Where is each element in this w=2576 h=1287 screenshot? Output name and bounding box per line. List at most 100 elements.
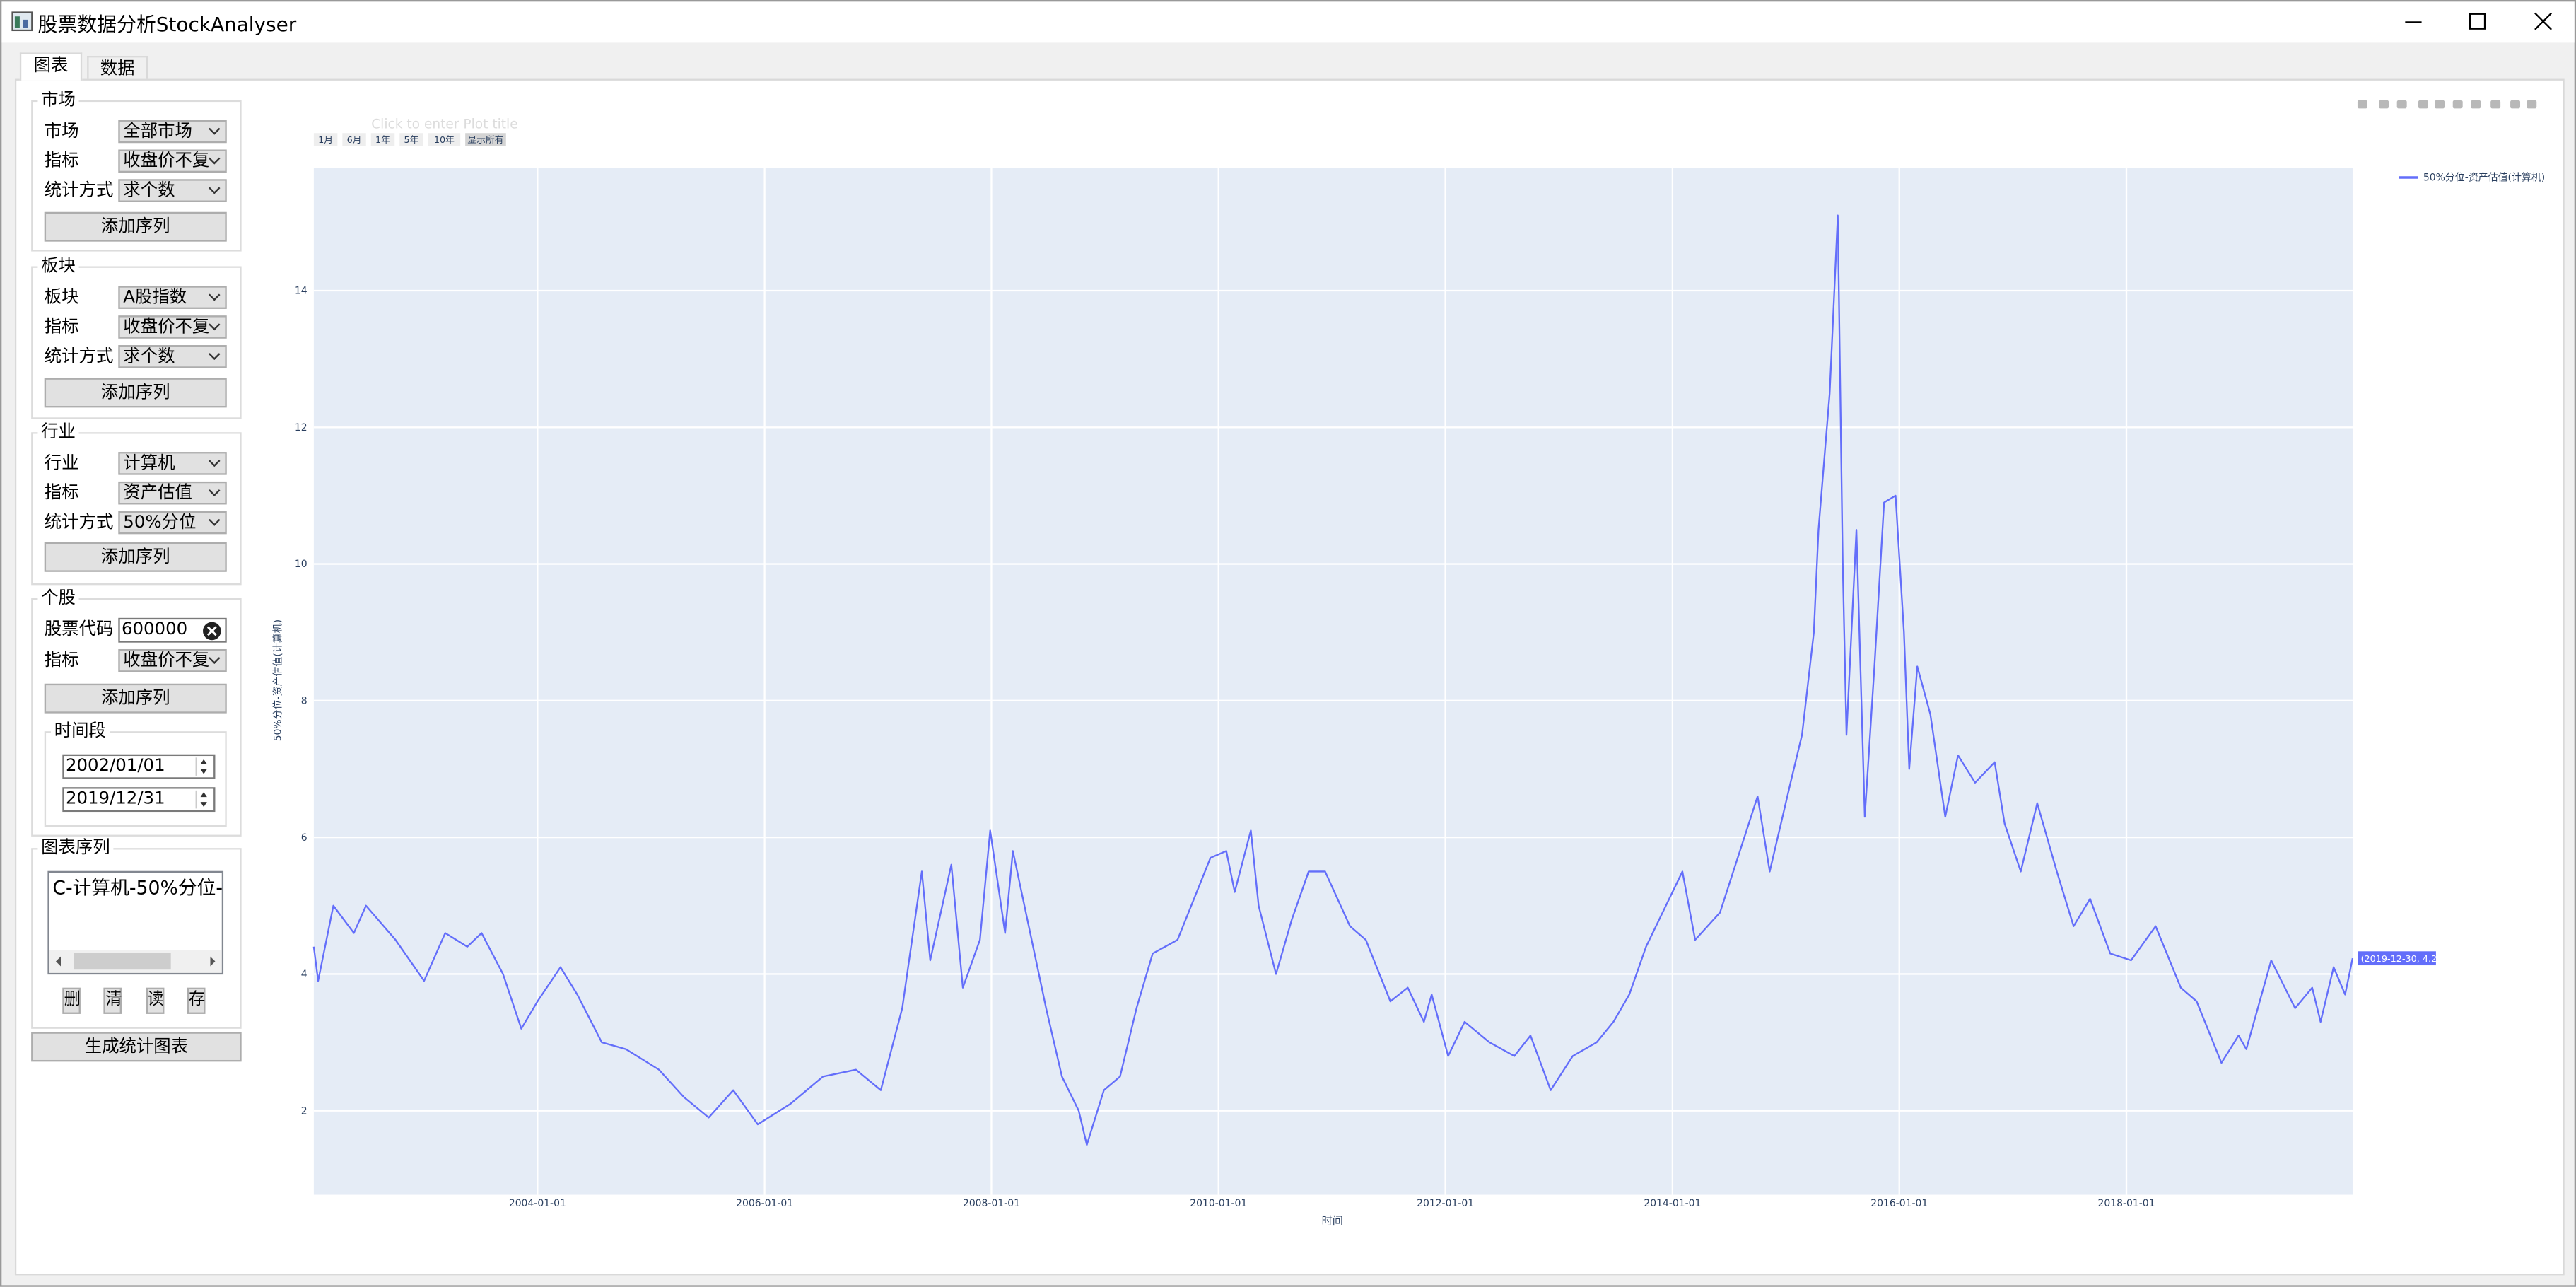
group-box <box>31 100 242 252</box>
spin-buttons[interactable] <box>195 757 212 776</box>
range-button-label[interactable]: 显示所有 <box>467 135 503 146</box>
date-edit[interactable]: 2019/12/31 <box>62 787 216 813</box>
modebar-icon[interactable] <box>2452 100 2463 109</box>
group-box <box>31 848 242 1029</box>
group-title: 个股 <box>37 588 79 608</box>
chart-title[interactable]: Click to enter Plot title <box>371 117 517 132</box>
dropdown-arrow <box>209 455 221 467</box>
y-tick-label: 8 <box>301 695 308 706</box>
x-tick-label: 2004-01-01 <box>509 1198 566 1209</box>
modebar-icon[interactable] <box>2510 100 2521 109</box>
field-label: 指标 <box>44 151 79 171</box>
field-label: 统计方式 <box>44 346 114 367</box>
add-series-button[interactable]: 添加序列 <box>44 211 227 242</box>
x-tick-label: 2012-01-01 <box>1417 1198 1474 1209</box>
group-title: 图表序列 <box>37 838 114 858</box>
hover-label: (2019-12-30, 4.23) <box>2361 954 2447 965</box>
range-button[interactable] <box>370 133 395 146</box>
data-line <box>312 214 2354 1146</box>
field-label: 股票代码 <box>44 619 114 640</box>
tab[interactable]: 图表 <box>19 52 83 81</box>
x-tick-label: 2014-01-01 <box>1644 1198 1701 1209</box>
legend-label[interactable]: 50%分位-资产估值(计算机) <box>2423 173 2545 184</box>
window-title: 股票数据分析StockAnalyser <box>37 13 297 37</box>
combo-box[interactable]: 资产估值 <box>118 481 227 505</box>
group-box <box>44 731 227 827</box>
modebar-icon[interactable] <box>2490 100 2501 109</box>
field-label: 行业 <box>44 453 79 474</box>
modebar-icon[interactable] <box>2379 100 2389 109</box>
series-list[interactable]: C-计算机-50%分位-资 <box>47 870 224 975</box>
range-button-label[interactable]: 6月 <box>347 135 362 146</box>
combo-box[interactable]: 收盘价不复 <box>118 149 227 173</box>
x-tick-label: 2010-01-01 <box>1190 1198 1247 1209</box>
modebar-icon[interactable] <box>2471 100 2481 109</box>
dropdown-arrow <box>209 153 221 165</box>
dropdown-arrow <box>209 289 221 301</box>
list-action-button[interactable]: 存 <box>187 987 206 1014</box>
dropdown-arrow <box>209 348 221 361</box>
field-label: 统计方式 <box>44 513 114 532</box>
y-tick-label: 10 <box>295 559 308 570</box>
combo-box[interactable]: 求个数 <box>118 179 227 202</box>
combo-box[interactable]: 求个数 <box>118 345 227 368</box>
dropdown-arrow <box>209 182 221 194</box>
x-tick-label: 2008-01-01 <box>963 1198 1020 1209</box>
combo-box[interactable]: 计算机 <box>118 452 227 475</box>
title-bar <box>1 1 2575 43</box>
dropdown-arrow <box>209 652 221 664</box>
plot-area <box>313 168 2353 1195</box>
y-axis-label: 50%分位-资产估值(计算机) <box>272 619 283 741</box>
group-title: 板块 <box>37 256 79 276</box>
range-button[interactable] <box>428 133 461 146</box>
range-button[interactable] <box>399 133 423 146</box>
list-action-button[interactable]: 读 <box>145 987 164 1014</box>
field-label: 市场 <box>44 121 79 141</box>
add-series-button[interactable]: 添加序列 <box>44 683 227 714</box>
y-tick-label: 4 <box>301 969 308 980</box>
group-title: 行业 <box>37 422 79 443</box>
generate-chart-button[interactable]: 生成统计图表 <box>31 1032 242 1062</box>
y-tick-label: 6 <box>301 832 308 844</box>
group-box <box>31 432 242 586</box>
dropdown-arrow <box>209 484 221 496</box>
range-button-label[interactable]: 1年 <box>375 135 390 146</box>
y-tick-label: 2 <box>301 1105 308 1117</box>
modebar-icon[interactable] <box>2435 100 2445 109</box>
list-action-button[interactable]: 清 <box>104 987 122 1014</box>
modebar-icon[interactable] <box>2396 100 2407 109</box>
range-button-label[interactable]: 5年 <box>404 135 418 146</box>
horizontal-scrollbar[interactable] <box>49 950 222 973</box>
range-button[interactable] <box>342 133 366 146</box>
series-item[interactable]: C-计算机-50%分位-资 <box>52 875 224 899</box>
modebar-icon[interactable] <box>2357 100 2367 109</box>
field-label: 统计方式 <box>44 180 114 201</box>
combo-box[interactable]: 收盘价不复 <box>118 315 227 339</box>
combo-box[interactable]: 50%分位 <box>118 511 227 535</box>
list-action-button[interactable]: 删 <box>62 987 81 1014</box>
tab[interactable]: 数据 <box>87 56 148 79</box>
group-title: 市场 <box>37 90 79 110</box>
x-tick-label: 2018-01-01 <box>2098 1198 2155 1209</box>
combo-box[interactable]: 全部市场 <box>118 120 227 144</box>
y-tick-label: 14 <box>295 286 308 297</box>
combo-box[interactable]: A股指数 <box>118 286 227 309</box>
field-label: 指标 <box>44 317 79 337</box>
add-series-button[interactable]: 添加序列 <box>44 378 227 408</box>
add-series-button[interactable]: 添加序列 <box>44 542 227 572</box>
window-controls[interactable] <box>2392 1 2573 42</box>
x-tick-label: 2016-01-01 <box>1870 1198 1928 1209</box>
range-button[interactable] <box>313 133 338 146</box>
range-button-label[interactable]: 10年 <box>434 135 455 146</box>
range-button-label[interactable]: 1月 <box>318 135 333 146</box>
range-button[interactable] <box>465 133 506 146</box>
spin-buttons[interactable] <box>195 790 212 809</box>
combo-box[interactable]: 收盘价不复 <box>118 648 227 672</box>
modebar-icon[interactable] <box>2418 100 2428 109</box>
group-title: 时间段 <box>51 721 110 742</box>
dropdown-arrow <box>209 318 221 331</box>
modebar-icon[interactable] <box>2527 100 2537 109</box>
clear-icon[interactable] <box>202 621 222 641</box>
date-edit[interactable]: 2002/01/01 <box>62 754 216 779</box>
text-input[interactable]: 600000 <box>118 617 227 643</box>
